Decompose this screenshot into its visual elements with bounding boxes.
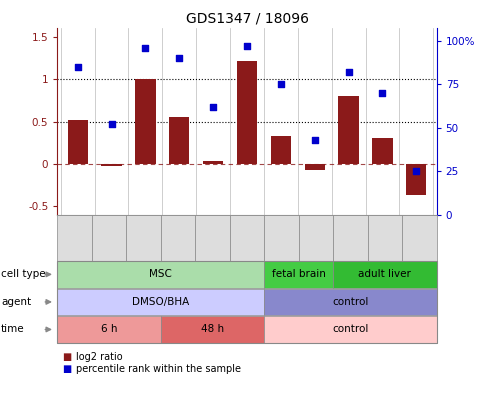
Text: control: control <box>332 297 369 307</box>
Text: MSC: MSC <box>149 269 172 279</box>
Text: fetal brain: fetal brain <box>272 269 326 279</box>
Bar <box>135 79 156 164</box>
Text: adult liver: adult liver <box>358 269 411 279</box>
Text: cell type: cell type <box>1 269 45 279</box>
Bar <box>237 60 257 164</box>
Text: percentile rank within the sample: percentile rank within the sample <box>76 364 242 374</box>
Bar <box>101 164 122 166</box>
Bar <box>67 120 88 164</box>
Text: ■: ■ <box>62 352 72 362</box>
Bar <box>169 117 190 164</box>
Text: agent: agent <box>1 297 31 307</box>
Point <box>175 55 183 61</box>
Text: 6 h: 6 h <box>101 324 117 335</box>
Text: 48 h: 48 h <box>201 324 224 335</box>
Bar <box>406 164 427 195</box>
Point <box>412 168 420 175</box>
Bar <box>203 161 224 164</box>
Text: DMSO/BHA: DMSO/BHA <box>132 297 190 307</box>
Point <box>345 68 353 75</box>
Bar <box>270 136 291 164</box>
Text: control: control <box>332 324 369 335</box>
Text: log2 ratio: log2 ratio <box>76 352 123 362</box>
Bar <box>304 164 325 170</box>
Text: ■: ■ <box>62 364 72 374</box>
Point <box>108 121 116 127</box>
Point <box>209 103 217 110</box>
Point <box>378 90 386 96</box>
Bar <box>372 139 393 164</box>
Point <box>243 43 251 49</box>
Point <box>277 81 285 87</box>
Bar <box>338 96 359 164</box>
Point <box>311 136 319 143</box>
Point <box>141 44 149 51</box>
Point <box>74 64 82 70</box>
Text: time: time <box>1 324 24 335</box>
Title: GDS1347 / 18096: GDS1347 / 18096 <box>186 12 308 26</box>
